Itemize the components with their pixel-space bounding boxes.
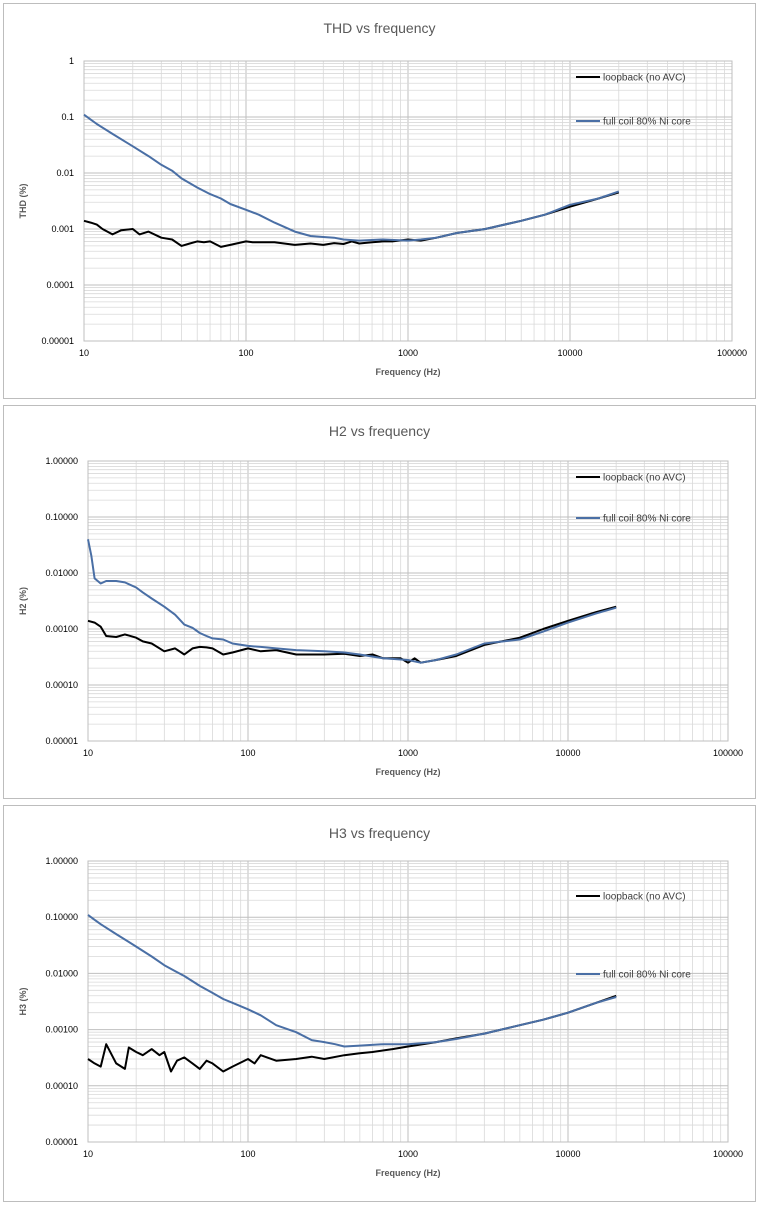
y-tick-label: 0.00010 [45,680,78,690]
chart-title: H2 vs frequency [329,423,430,439]
chart-svg: H2 vs frequency 10 100 1000 10000 100000 0.000… [18,423,743,777]
y-tick-label: 0.00001 [45,736,78,746]
legend-entry: loopback (no AVC) [576,73,686,84]
h2-chart-panel: H2 vs frequency 10 100 1000 10000 100000 0.000… [3,405,756,799]
x-axis-label: Frequency (Hz) [375,367,440,377]
y-tick-label: 0.00100 [45,1025,78,1035]
y-tick-label: 0.1 [61,112,74,122]
legend-label: full coil 80% Ni core [603,514,691,525]
y-axis-label: H2 (%) [18,587,28,615]
x-tick-label: 10 [83,1149,93,1159]
x-axis-label: Frequency (Hz) [375,767,440,777]
series-line-1 [83,191,620,248]
chart-title: THD vs frequency [323,20,435,36]
y-tick-label: 0.00001 [41,336,74,346]
series-line-1 [87,994,617,1073]
legend-entry: full coil 80% Ni core [576,514,691,525]
y-tick-label: 0.00001 [45,1137,78,1147]
x-tick-label: 10000 [555,748,580,758]
h3-chart-panel: H3 vs frequency 10 100 1000 10000 100000 0.000… [3,805,756,1202]
grid [87,461,728,742]
legend-entry: loopback (no AVC) [576,473,686,484]
series-line-2 [87,914,617,1048]
x-tick-label: 10000 [555,1149,580,1159]
plot-area [87,460,729,742]
y-tick-label: 0.01 [56,168,74,178]
y-axis-label: H3 (%) [18,987,28,1015]
legend-entry: full coil 80% Ni core [576,970,691,981]
y-tick-label: 0.00100 [45,624,78,634]
x-tick-label: 100000 [717,348,747,358]
x-tick-label: 10 [83,748,93,758]
legend-entry: full coil 80% Ni core [576,117,691,128]
x-axis-label: Frequency (Hz) [375,1168,440,1178]
plot-area [87,860,729,1143]
x-tick-label: 1000 [398,348,418,358]
x-tick-label: 100 [240,748,255,758]
y-tick-label: 0.01000 [45,568,78,578]
x-tick-label: 10000 [557,348,582,358]
y-tick-label: 1 [69,56,74,66]
x-tick-label: 100000 [713,748,743,758]
legend-label: loopback (no AVC) [603,73,686,84]
series-line-2 [83,113,620,242]
legend-label: loopback (no AVC) [603,473,686,484]
x-tick-label: 1000 [398,1149,418,1159]
y-tick-label: 0.001 [51,224,74,234]
y-tick-label: 1.00000 [45,456,78,466]
y-tick-label: 1.00000 [45,856,78,866]
grid [87,861,728,1143]
y-axis-label: THD (%) [18,184,28,219]
y-tick-label: 0.00010 [45,1081,78,1091]
chart-svg: H3 vs frequency 10 100 1000 10000 100000 0.000… [18,825,743,1178]
x-tick-label: 100000 [713,1149,743,1159]
legend-label: full coil 80% Ni core [603,970,691,981]
y-tick-label: 0.01000 [45,968,78,978]
y-tick-label: 0.10000 [45,912,78,922]
x-tick-label: 1000 [398,748,418,758]
x-tick-label: 10 [79,348,89,358]
plot-area [83,60,733,342]
x-tick-label: 100 [240,1149,255,1159]
x-tick-label: 100 [238,348,253,358]
grid [83,61,732,342]
thd-chart-panel: THD vs frequency 10 100 1000 10000 100000 0.00… [3,3,756,399]
y-tick-label: 0.0001 [46,280,74,290]
y-tick-label: 0.10000 [45,512,78,522]
series-line-2 [87,539,617,664]
chart-title: H3 vs frequency [329,825,430,841]
chart-svg: THD vs frequency 10 100 1000 10000 100000 0.00… [18,20,747,377]
legend-label: full coil 80% Ni core [603,117,691,128]
legend-label: loopback (no AVC) [603,892,686,903]
legend-entry: loopback (no AVC) [576,892,686,903]
